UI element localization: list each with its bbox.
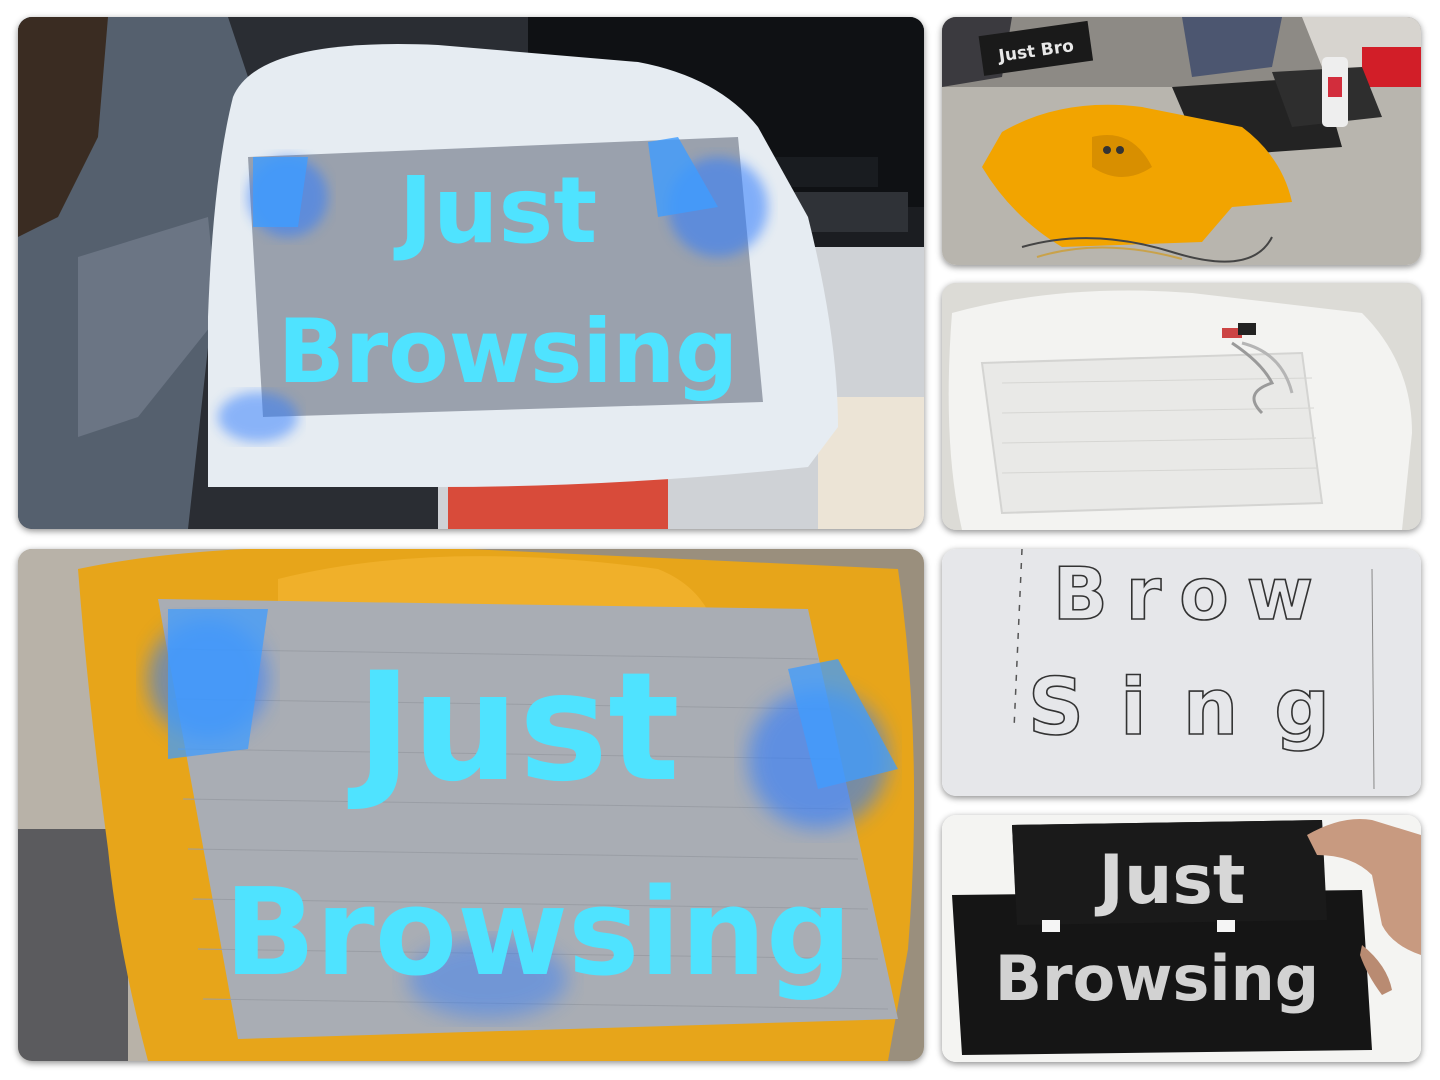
hoodie-text-line1: Just	[347, 641, 680, 815]
photo-orange-hoodie-lit: Just Browsing	[18, 549, 924, 1061]
stencil-text-line2: Browsing	[995, 942, 1319, 1015]
sketch-text-line2: Sing	[1028, 663, 1366, 753]
photo-orange-hoodie-table: Just Bro	[942, 17, 1421, 265]
white-shirt-lit-scene: Just Browsing	[18, 17, 924, 529]
white-shirt-flat-scene	[942, 283, 1421, 530]
orange-hoodie-lit-scene: Just Browsing	[18, 549, 924, 1061]
photo-white-shirt-flat	[942, 283, 1421, 530]
photo-stencil: Just Just Browsing	[942, 815, 1421, 1062]
sketch-scene: Brow Sing	[942, 549, 1421, 796]
shirt-text-line2: Browsing	[278, 300, 738, 403]
photo-sketch: Brow Sing	[942, 549, 1421, 796]
photo-white-shirt-lit: Just Browsing	[18, 17, 924, 529]
shirt-text-line1: Just	[393, 157, 597, 264]
sketch-text-line1: Brow	[1053, 552, 1331, 636]
orange-hoodie-table-scene: Just Bro	[942, 17, 1421, 265]
stencil-text-line1-front: Just	[1095, 841, 1246, 920]
stencil-scene: Just Just Browsing	[942, 815, 1421, 1062]
hoodie-text-line2: Browsing	[224, 864, 852, 1003]
